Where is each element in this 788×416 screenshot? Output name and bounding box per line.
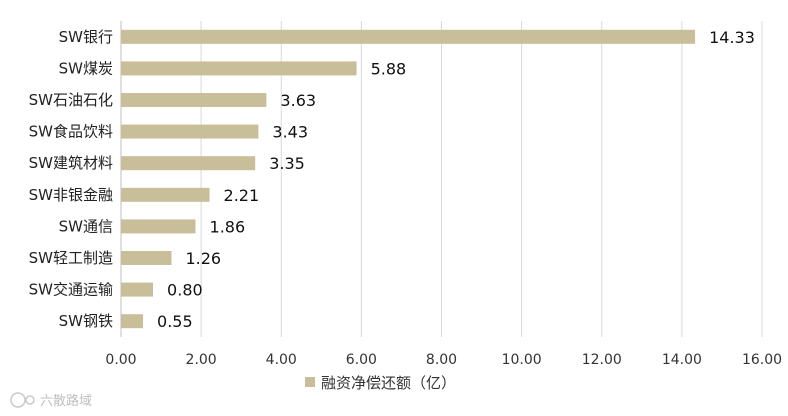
bar xyxy=(121,187,210,202)
bar xyxy=(121,93,267,107)
x-tick-label: 0.00 xyxy=(105,352,136,368)
value-labels: 14.33 5.88 3.63 3.43 3.35 2.21 1.86 1.26 0.80 0.5… xyxy=(157,28,755,331)
x-tick-label: 16.00 xyxy=(742,352,782,368)
watermark: 六散路域 xyxy=(10,392,92,409)
x-tick-labels: 0.00 2.00 4.00 6.00 8.00 10.00 12.00 14.00 16.00 xyxy=(105,352,782,368)
value-label: 1.86 xyxy=(210,217,246,236)
bar xyxy=(121,282,154,297)
bar xyxy=(121,219,196,234)
category-label: SW轻工制造 xyxy=(29,249,113,267)
bar xyxy=(121,124,259,139)
value-label: 5.88 xyxy=(371,59,407,78)
category-label: SW银行 xyxy=(59,28,113,46)
bar xyxy=(121,251,172,265)
bar xyxy=(121,314,144,329)
category-label: SW通信 xyxy=(59,217,113,235)
x-tick-label: 4.00 xyxy=(266,352,297,368)
category-labels: SW银行 SW煤炭 SW石油石化 SW食品饮料 SW建筑材料 SW非银金融 SW通信 SW轻工… xyxy=(29,28,113,330)
category-label: SW非银金融 xyxy=(29,186,113,204)
legend-swatch xyxy=(305,377,315,387)
value-label: 3.35 xyxy=(269,154,305,173)
value-label: 0.55 xyxy=(157,312,193,331)
legend-label: 融资净偿还额（亿） xyxy=(321,374,456,392)
bars-group xyxy=(121,29,696,329)
category-label: SW钢铁 xyxy=(59,312,113,330)
category-label: SW建筑材料 xyxy=(29,154,113,172)
x-tick-label: 6.00 xyxy=(346,352,377,368)
x-tick-label: 14.00 xyxy=(662,352,702,368)
watermark-text: 六散路域 xyxy=(40,393,92,409)
value-label: 14.33 xyxy=(709,28,755,47)
bar xyxy=(121,29,696,44)
watermark-logo-icon xyxy=(10,392,35,408)
category-label: SW石油石化 xyxy=(29,91,113,109)
x-tick-label: 12.00 xyxy=(582,352,622,368)
bar xyxy=(121,156,256,171)
category-label: SW食品饮料 xyxy=(29,123,113,141)
x-tick-label: 8.00 xyxy=(426,352,457,368)
category-label: SW煤炭 xyxy=(59,59,113,77)
bar xyxy=(121,61,357,76)
x-tick-label: 10.00 xyxy=(502,352,542,368)
x-tick-label: 2.00 xyxy=(186,352,217,368)
value-label: 1.26 xyxy=(185,249,221,268)
category-label: SW交通运输 xyxy=(29,281,113,299)
legend: 融资净偿还额（亿） xyxy=(305,374,456,392)
value-label: 3.43 xyxy=(272,123,308,142)
value-label: 0.80 xyxy=(167,281,203,300)
value-label: 3.63 xyxy=(280,91,316,110)
value-label: 2.21 xyxy=(224,186,260,205)
